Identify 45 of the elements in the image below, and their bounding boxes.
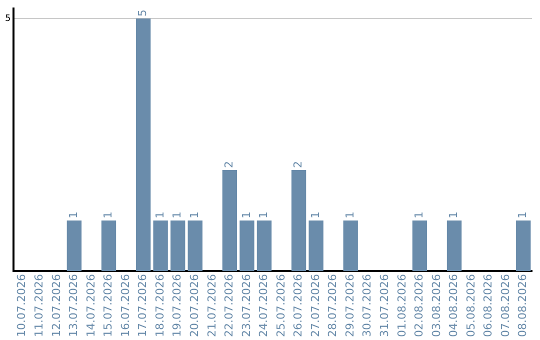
- x-tick-label: 16.07.2026: [118, 274, 132, 338]
- x-tick-label: 03.08.2026: [430, 274, 443, 338]
- data-label: 1: [412, 212, 426, 219]
- x-tick-label: 21.07.2026: [205, 274, 218, 338]
- data-label: 1: [240, 212, 253, 219]
- x-tick-label: 01.08.2026: [395, 274, 408, 338]
- data-label: 1: [153, 212, 166, 219]
- x-tick-label: 15.07.2026: [102, 274, 115, 338]
- x-tick-label: 28.07.2026: [326, 274, 340, 338]
- data-label: 1: [308, 212, 322, 219]
- x-tick-label: 05.08.2026: [464, 274, 478, 338]
- x-tick-label: 08.08.2026: [516, 274, 530, 338]
- x-tick-label: 07.08.2026: [498, 274, 512, 338]
- data-label: 1: [170, 212, 184, 219]
- data-label: 2: [222, 161, 236, 168]
- data-label: 1: [343, 212, 356, 219]
- data-label: 5: [136, 10, 150, 16]
- x-tick-label: 24.07.2026: [257, 274, 270, 338]
- x-tick-label: 30.07.2026: [360, 274, 374, 338]
- data-label: 1: [67, 212, 80, 219]
- x-tick-label: 12.07.2026: [50, 274, 63, 338]
- data-label: 2: [292, 161, 305, 168]
- x-tick-label: 22.07.2026: [222, 274, 236, 338]
- x-tick-label: 25.07.2026: [274, 274, 288, 338]
- x-tick-label: 10.07.2026: [15, 274, 28, 338]
- x-tick-label: 04.08.2026: [447, 274, 460, 338]
- x-tick-label: 29.07.2026: [343, 274, 356, 338]
- data-label: 1: [257, 212, 270, 219]
- data-label: 1: [516, 212, 530, 219]
- x-tick-label: 14.07.2026: [84, 274, 98, 338]
- x-tick-label: 13.07.2026: [67, 274, 80, 338]
- x-tick-label: 26.07.2026: [292, 274, 305, 338]
- x-tick-label: 18.07.2026: [153, 274, 166, 338]
- x-tick-label: 20.07.2026: [188, 274, 201, 338]
- x-tick-label: 17.07.2026: [136, 274, 150, 338]
- x-tick-label: 27.07.2026: [308, 274, 322, 338]
- x-tick-label: 02.08.2026: [412, 274, 426, 338]
- x-tick-label: 31.07.2026: [378, 274, 392, 338]
- data-label: 1: [102, 212, 115, 219]
- data-label: 1: [188, 212, 201, 219]
- x-tick-label: 11.07.2026: [32, 274, 46, 338]
- x-tick-label: 19.07.2026: [170, 274, 184, 338]
- x-tick-label: 06.08.2026: [482, 274, 495, 338]
- x-tick-label: 23.07.2026: [240, 274, 253, 338]
- data-label: 1: [447, 212, 460, 219]
